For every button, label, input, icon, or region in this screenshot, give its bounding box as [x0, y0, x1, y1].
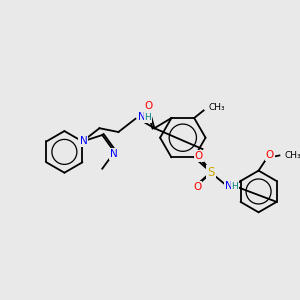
Text: S: S [208, 166, 215, 179]
Text: O: O [195, 152, 203, 161]
Text: O: O [266, 149, 274, 160]
Text: CH₃: CH₃ [284, 151, 300, 160]
Text: H: H [232, 182, 238, 191]
Text: N: N [80, 136, 87, 146]
Text: O: O [145, 101, 153, 111]
Text: N: N [225, 181, 233, 191]
Text: O: O [193, 182, 201, 192]
Text: N: N [110, 149, 117, 159]
Text: CH₃: CH₃ [208, 103, 225, 112]
Text: H: H [145, 113, 151, 122]
Text: N: N [138, 112, 146, 122]
